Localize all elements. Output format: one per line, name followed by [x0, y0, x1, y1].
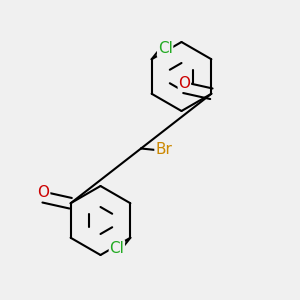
Text: Cl: Cl — [158, 41, 172, 56]
Text: Cl: Cl — [110, 241, 124, 256]
Text: Br: Br — [155, 142, 172, 158]
Text: O: O — [178, 76, 190, 91]
Text: O: O — [38, 185, 50, 200]
